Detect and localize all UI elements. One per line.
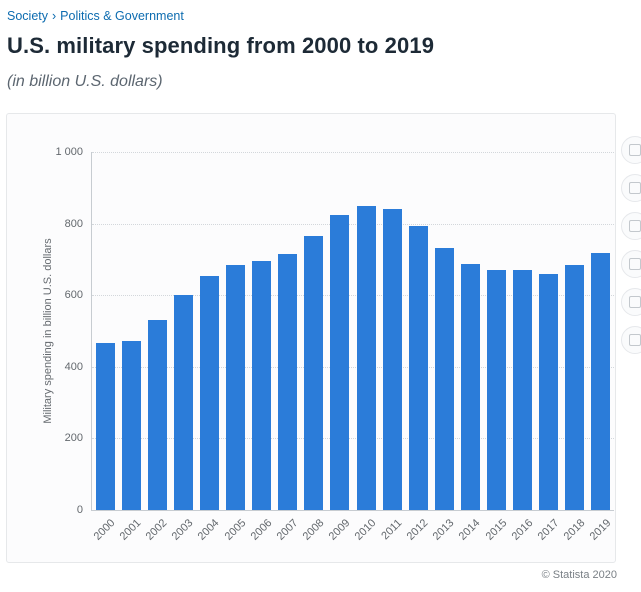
side-toolbar-button-6[interactable] bbox=[621, 326, 641, 354]
bar-2007[interactable] bbox=[278, 254, 298, 510]
bar-2001[interactable] bbox=[121, 341, 141, 510]
chart-subtitle: (in billion U.S. dollars) bbox=[7, 73, 163, 90]
side-toolbar bbox=[621, 136, 641, 354]
y-tick-200: 200 bbox=[64, 432, 83, 445]
x-tick-2010: 2010 bbox=[352, 517, 379, 543]
x-tick-2001: 2001 bbox=[117, 517, 144, 543]
y-tick-600: 600 bbox=[64, 289, 83, 302]
toolbar-glyph-icon bbox=[629, 220, 641, 232]
bar-2013[interactable] bbox=[434, 248, 454, 510]
gridline-200 bbox=[92, 438, 614, 440]
x-tick-2017: 2017 bbox=[535, 517, 562, 543]
x-tick-2013: 2013 bbox=[431, 517, 457, 543]
x-tick-2007: 2007 bbox=[274, 517, 301, 543]
bar-2004[interactable] bbox=[199, 275, 219, 510]
breadcrumb-separator: › bbox=[52, 9, 57, 23]
bar-2019[interactable] bbox=[591, 252, 611, 510]
x-tick-2016: 2016 bbox=[509, 517, 536, 543]
breadcrumb: Society › Politics & Government bbox=[7, 10, 637, 23]
toolbar-glyph-icon bbox=[629, 334, 641, 346]
x-tick-2009: 2009 bbox=[326, 517, 353, 543]
bar-2010[interactable] bbox=[356, 206, 376, 510]
page-title: U.S. military spending from 2000 to 2019 bbox=[7, 33, 435, 58]
side-toolbar-button-3[interactable] bbox=[621, 212, 641, 240]
bar-2018[interactable] bbox=[565, 264, 585, 510]
bar-2005[interactable] bbox=[226, 264, 246, 510]
gridline-1000 bbox=[92, 152, 614, 153]
bar-2008[interactable] bbox=[304, 236, 324, 510]
y-tick-400: 400 bbox=[64, 360, 83, 373]
toolbar-glyph-icon bbox=[629, 296, 641, 308]
bar-2000[interactable] bbox=[95, 343, 115, 510]
gridline-800 bbox=[92, 223, 614, 225]
x-tick-2000: 2000 bbox=[91, 517, 118, 543]
x-tick-2005: 2005 bbox=[222, 517, 249, 543]
y-axis-title: Military spending in billion U.S. dollar… bbox=[42, 238, 54, 424]
x-tick-2004: 2004 bbox=[196, 517, 222, 543]
breadcrumb-link-society[interactable]: Society bbox=[7, 9, 48, 23]
x-tick-2018: 2018 bbox=[561, 517, 588, 543]
bar-2012[interactable] bbox=[408, 226, 428, 510]
y-tick-1000: 1 000 bbox=[55, 146, 83, 158]
bar-2006[interactable] bbox=[252, 261, 272, 510]
x-tick-2014: 2014 bbox=[457, 517, 483, 543]
toolbar-glyph-icon bbox=[629, 182, 641, 194]
x-tick-2019: 2019 bbox=[587, 517, 614, 543]
bar-2015[interactable] bbox=[487, 270, 507, 510]
side-toolbar-button-4[interactable] bbox=[621, 250, 641, 278]
gridline-600 bbox=[92, 295, 614, 297]
bar-2002[interactable] bbox=[147, 320, 167, 510]
side-toolbar-button-2[interactable] bbox=[621, 174, 641, 202]
x-tick-2006: 2006 bbox=[248, 517, 275, 543]
x-tick-2003: 2003 bbox=[170, 517, 196, 543]
gridline-400 bbox=[92, 366, 614, 368]
bar-2016[interactable] bbox=[513, 269, 533, 510]
bar-2014[interactable] bbox=[460, 264, 480, 510]
x-tick-2015: 2015 bbox=[483, 517, 510, 543]
toolbar-glyph-icon bbox=[629, 144, 641, 156]
y-tick-800: 800 bbox=[64, 217, 83, 230]
x-tick-2002: 2002 bbox=[143, 517, 170, 543]
x-tick-2011: 2011 bbox=[379, 517, 405, 543]
bar-2003[interactable] bbox=[173, 294, 193, 510]
y-tick-0: 0 bbox=[76, 504, 83, 516]
bar-2011[interactable] bbox=[382, 209, 402, 510]
x-tick-2012: 2012 bbox=[404, 517, 431, 543]
chart-card: Military spending in billion U.S. dollar… bbox=[6, 113, 616, 563]
breadcrumb-link-politics-government[interactable]: Politics & Government bbox=[60, 9, 184, 23]
copyright: © Statista 2020 bbox=[541, 569, 617, 581]
bar-chart-plot bbox=[91, 152, 614, 511]
bar-2017[interactable] bbox=[539, 273, 559, 510]
x-tick-2008: 2008 bbox=[300, 517, 327, 543]
toolbar-glyph-icon bbox=[629, 258, 641, 270]
side-toolbar-button-5[interactable] bbox=[621, 288, 641, 316]
side-toolbar-button-1[interactable] bbox=[621, 136, 641, 164]
bar-2009[interactable] bbox=[330, 214, 350, 510]
